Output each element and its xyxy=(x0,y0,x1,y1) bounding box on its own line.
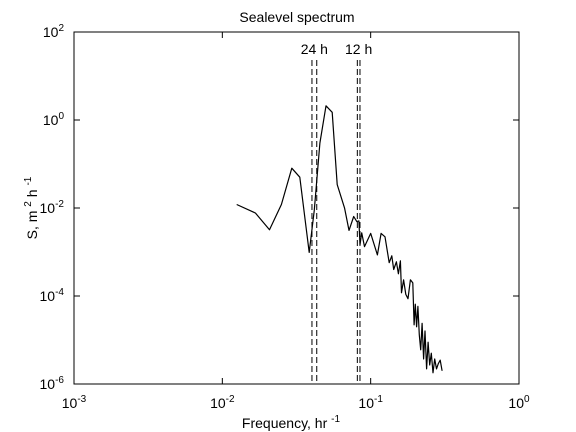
y-tick-label-4: 102 xyxy=(43,23,65,40)
y-tick-label-2: 10-2 xyxy=(40,199,65,216)
y-tick-label-3: 100 xyxy=(43,111,65,128)
series-line-0 xyxy=(236,105,443,374)
x-tick-label-2: 10-1 xyxy=(358,394,383,411)
y-tick-label-0: 10-6 xyxy=(40,375,65,392)
reference-lines: 24 h 12 h xyxy=(301,41,372,384)
y-axis-label-exponent-2: -1 xyxy=(23,176,34,185)
y-axis-ticks: 10-6 10-4 10-2 100 102 xyxy=(40,23,519,392)
x-axis-label-text: Frequency, hr xyxy=(242,415,328,431)
reference-line-label-1: 12 h xyxy=(345,41,372,57)
y-tick-label-1: 10-4 xyxy=(40,287,65,304)
plot-frame xyxy=(73,31,520,385)
x-axis-label: Frequency, hr -1 xyxy=(242,414,341,431)
y-axis-label-text: S, m xyxy=(24,211,40,240)
y-axis-label-mid: h xyxy=(24,189,40,197)
y-axis-label: S, m 2 h -1 xyxy=(18,176,40,239)
x-tick-label-3: 100 xyxy=(508,394,530,411)
x-axis-label-exponent: -1 xyxy=(331,414,340,425)
reference-line-label-0: 24 h xyxy=(301,41,328,57)
x-axis-ticks: 10-3 10-2 10-1 100 xyxy=(62,32,530,411)
series-layer xyxy=(236,105,443,374)
x-tick-label-0: 10-3 xyxy=(62,394,87,411)
y-axis-label-exponent-1: 2 xyxy=(23,201,34,207)
chart-title: Sealevel spectrum xyxy=(239,9,354,25)
x-tick-label-1: 10-2 xyxy=(210,394,235,411)
